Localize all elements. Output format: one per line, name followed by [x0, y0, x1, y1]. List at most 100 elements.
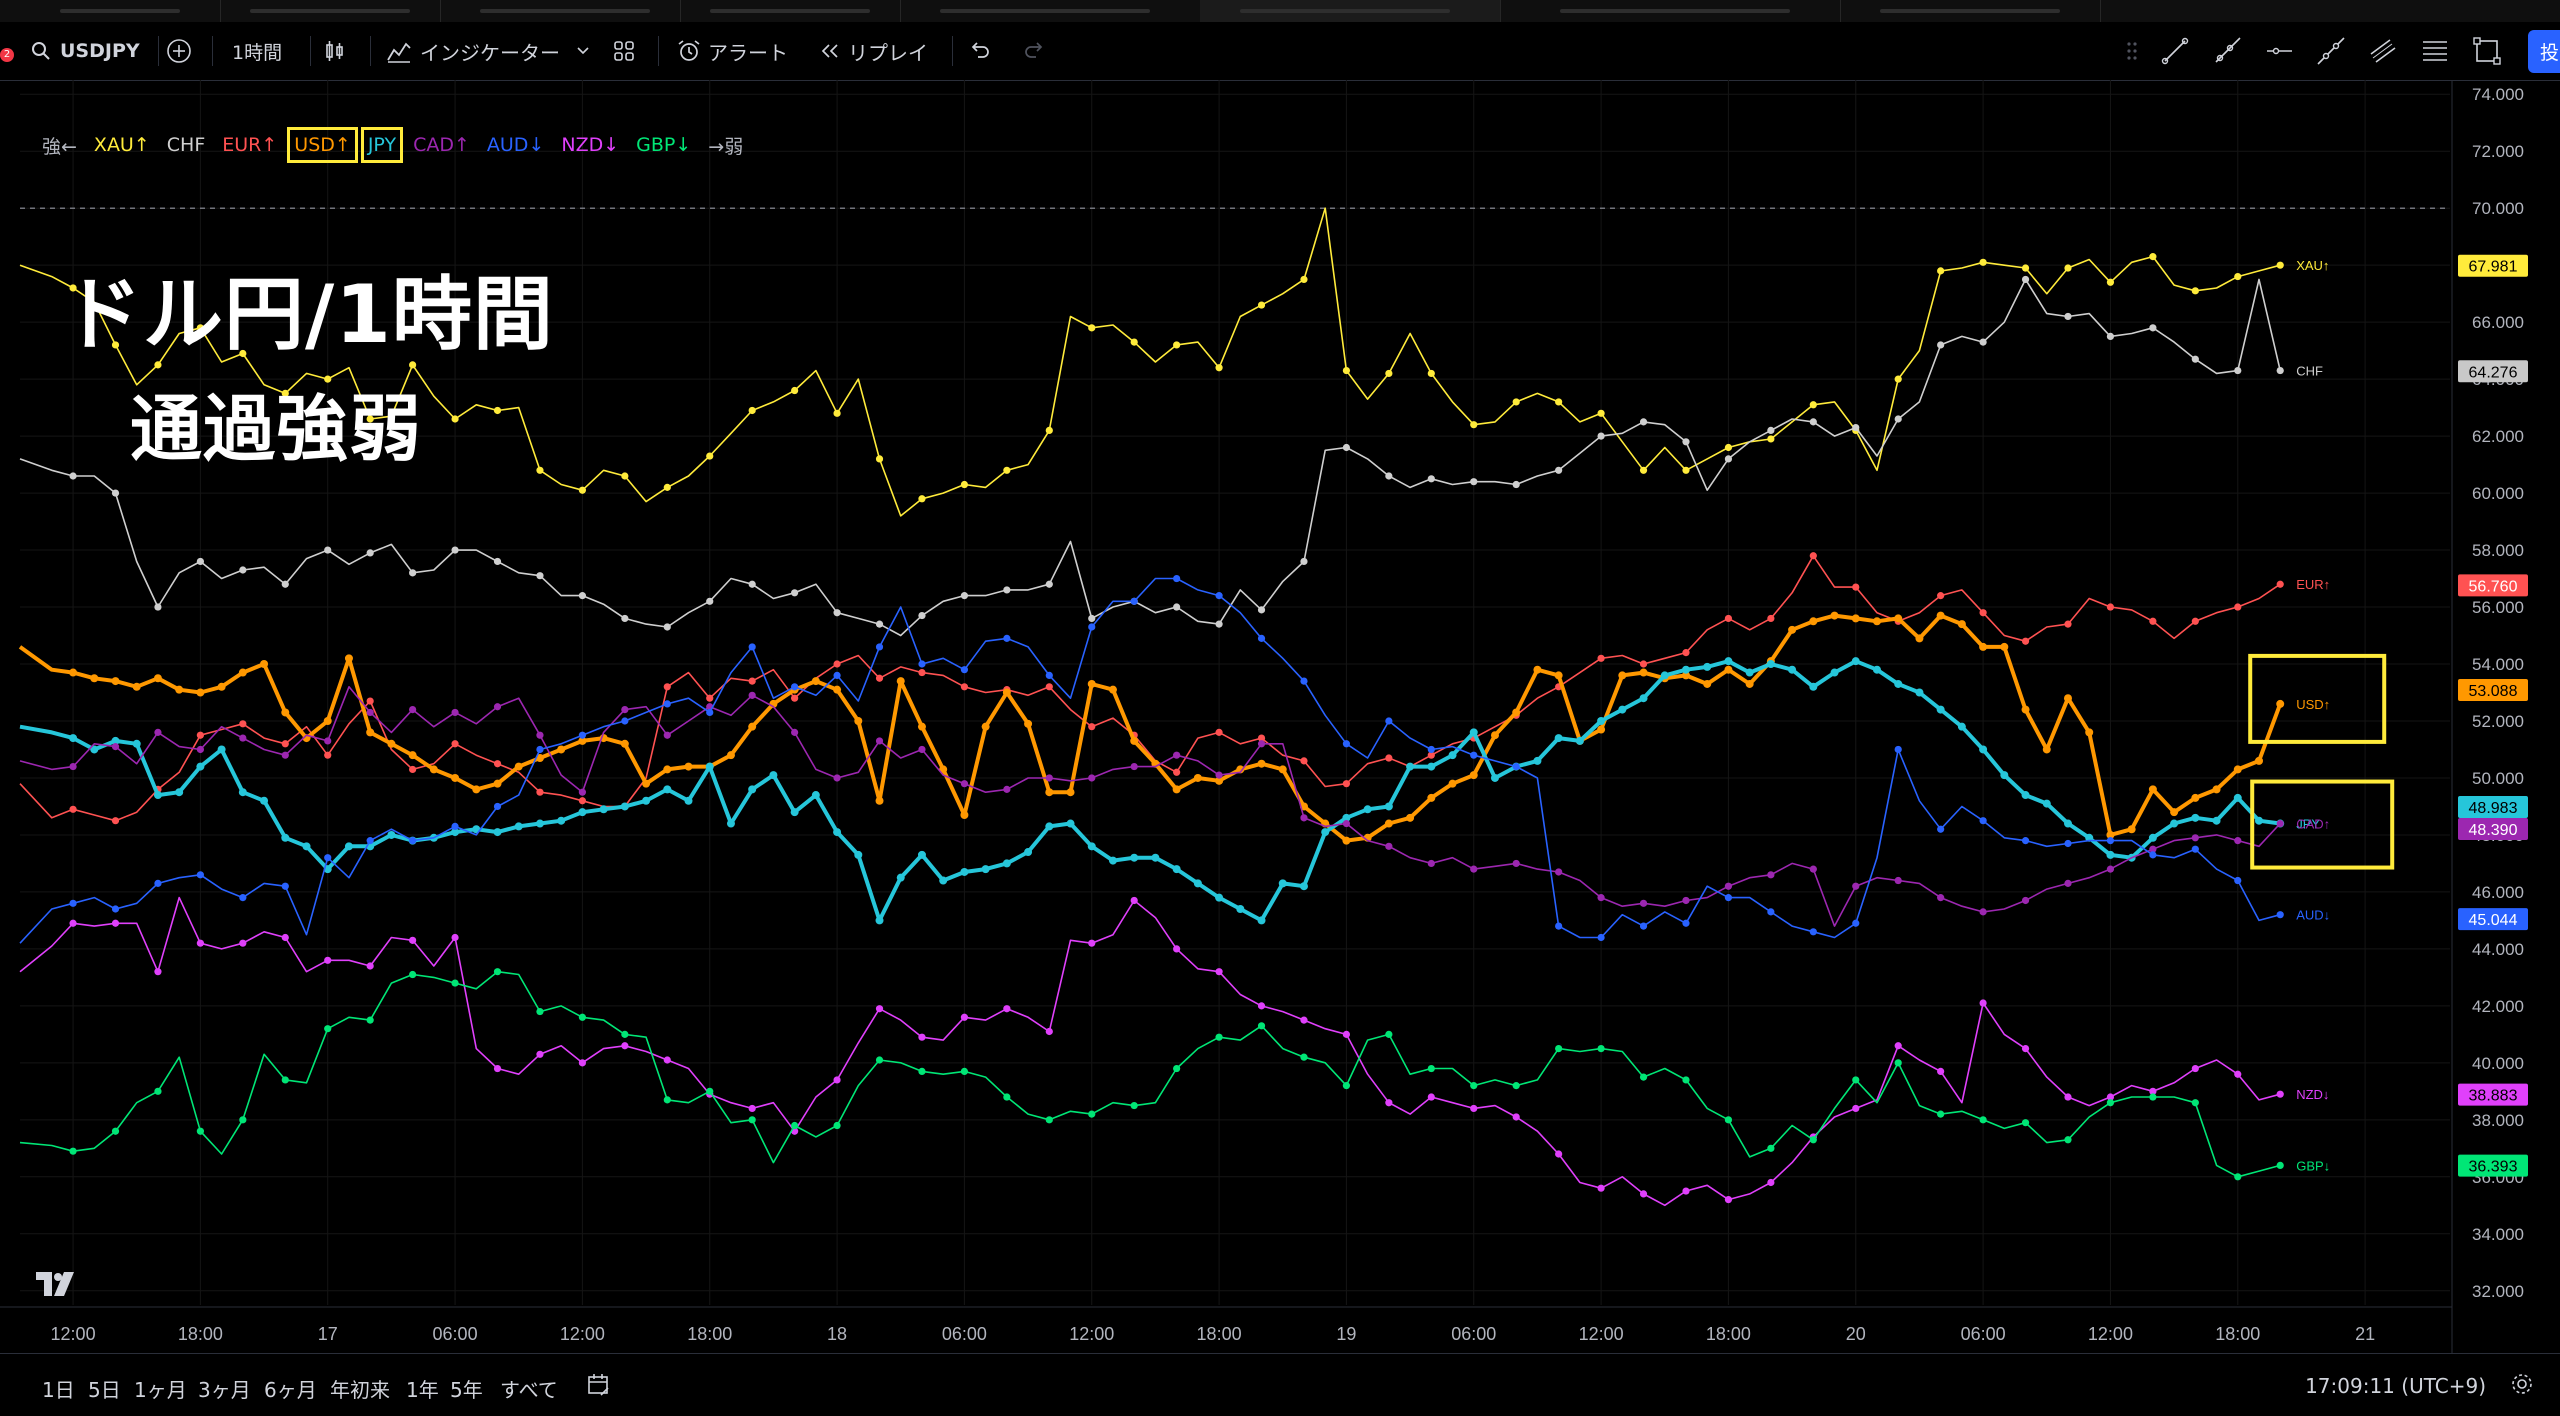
- data-point: [748, 406, 756, 415]
- series-end-label: GBP↓: [2296, 1158, 2330, 1173]
- x-tick-label: 12:00: [560, 1324, 605, 1344]
- data-point: [2106, 1099, 2115, 1107]
- data-point: [366, 549, 374, 557]
- browser-tab[interactable]: [680, 0, 901, 22]
- undo-button[interactable]: [968, 22, 992, 80]
- range-1y[interactable]: 1年: [406, 1378, 439, 1402]
- data-point: [578, 808, 587, 817]
- trendline-tool[interactable]: [2160, 22, 2190, 80]
- data-point: [154, 879, 162, 887]
- symbol-search[interactable]: USDJPY: [30, 22, 140, 80]
- clock-readout[interactable]: 17:09:11 (UTC+9): [2305, 1374, 2486, 1398]
- layouts-button[interactable]: [612, 22, 636, 80]
- channel-tool[interactable]: [2368, 22, 2398, 80]
- replay-button[interactable]: リプレイ: [818, 22, 928, 80]
- data-point: [2149, 845, 2157, 853]
- data-point: [366, 1016, 374, 1024]
- tradingview-logo: [36, 1272, 78, 1300]
- data-point: [281, 751, 289, 759]
- data-point: [621, 472, 629, 480]
- legend-item-usd: USD↑: [287, 127, 358, 163]
- range-ytd[interactable]: 年初来: [330, 1378, 390, 1402]
- data-point: [1618, 705, 1627, 714]
- ray-tool[interactable]: [2212, 22, 2242, 80]
- range-1m[interactable]: 1ヶ月: [134, 1378, 187, 1402]
- data-point: [535, 754, 544, 763]
- data-point: [1088, 623, 1096, 631]
- y-tick-label: 34.000: [2472, 1225, 2524, 1244]
- data-point: [2064, 312, 2072, 321]
- data-point: [854, 716, 863, 725]
- browser-tab[interactable]: [440, 0, 681, 22]
- data-point: [239, 349, 247, 358]
- range-1d[interactable]: 1日: [42, 1378, 75, 1402]
- data-point: [387, 739, 396, 748]
- data-point: [1385, 1030, 1393, 1038]
- data-point: [1533, 665, 1542, 674]
- range-5d[interactable]: 5日: [88, 1378, 121, 1402]
- date-range-button[interactable]: [586, 1372, 612, 1403]
- data-point: [1979, 908, 1987, 916]
- data-point: [578, 592, 587, 600]
- series-line: [19, 896, 2281, 1207]
- chart-type-button[interactable]: [322, 22, 348, 80]
- data-point: [960, 592, 969, 600]
- data-point: [1342, 780, 1351, 788]
- data-point: [1788, 665, 1797, 674]
- data-point: [1045, 426, 1053, 435]
- indicators-button[interactable]: インジケーター: [386, 22, 590, 80]
- data-point: [1045, 683, 1053, 691]
- data-point: [281, 580, 289, 588]
- horizontal-ray-tool[interactable]: [2264, 22, 2294, 80]
- price-badge-text: 53.088: [2469, 683, 2518, 700]
- data-point: [2148, 833, 2157, 842]
- publish-button[interactable]: 投: [2528, 22, 2560, 80]
- browser-tab[interactable]: [0, 0, 221, 22]
- data-point: [387, 830, 396, 839]
- drag-handle-icon[interactable]: [2126, 22, 2138, 80]
- redo-button[interactable]: [1022, 22, 1046, 80]
- data-point: [896, 873, 905, 882]
- rectangle-tool[interactable]: [2472, 22, 2502, 80]
- settings-gear-icon[interactable]: [2510, 1372, 2534, 1400]
- range-all[interactable]: すべて: [500, 1378, 558, 1402]
- data-point: [1894, 1059, 1902, 1067]
- series-line: [18, 613, 2283, 843]
- series-end-label: AUD↓: [2296, 908, 2330, 923]
- currency-strength-chart[interactable]: 74.00072.00070.00068.00066.00064.00062.0…: [0, 80, 2560, 1353]
- browser-tab[interactable]: [220, 0, 441, 22]
- data-point: [1215, 620, 1223, 628]
- range-5y[interactable]: 5年: [450, 1378, 483, 1402]
- browser-tab[interactable]: [1840, 0, 2101, 22]
- data-point: [748, 677, 756, 685]
- data-point: [2212, 816, 2221, 825]
- data-point: [939, 876, 948, 885]
- data-point: [1851, 657, 1860, 666]
- data-point: [1681, 665, 1690, 674]
- interval-button[interactable]: 1時間: [232, 41, 283, 64]
- alert-button[interactable]: アラート: [676, 22, 788, 80]
- fib-tool[interactable]: [2420, 22, 2450, 80]
- data-point: [408, 751, 417, 760]
- extended-line-tool[interactable]: [2316, 22, 2346, 80]
- data-point: [833, 1121, 841, 1130]
- compare-button[interactable]: [166, 22, 192, 80]
- notification-badge[interactable]: 2: [0, 48, 14, 62]
- data-point: [1512, 1082, 1520, 1090]
- range-6m[interactable]: 6ヶ月: [264, 1378, 317, 1402]
- browser-tab-active[interactable]: [1200, 0, 1501, 22]
- range-3m[interactable]: 3ヶ月: [198, 1378, 251, 1402]
- data-point: [2254, 816, 2263, 825]
- data-point: [1809, 401, 1817, 409]
- y-tick-label: 50.000: [2472, 769, 2524, 788]
- browser-tab[interactable]: [1520, 0, 1841, 22]
- data-point: [578, 1059, 587, 1067]
- chart-area[interactable]: 74.00072.00070.00068.00066.00064.00062.0…: [0, 80, 2560, 1353]
- data-point: [1108, 856, 1117, 865]
- browser-tab[interactable]: [900, 0, 1201, 22]
- legend-item-chf: CHF: [166, 134, 206, 156]
- data-point: [111, 919, 120, 927]
- x-tick-label: 06:00: [1451, 1324, 1496, 1344]
- data-point: [1597, 894, 1605, 902]
- data-point: [1937, 1067, 1945, 1075]
